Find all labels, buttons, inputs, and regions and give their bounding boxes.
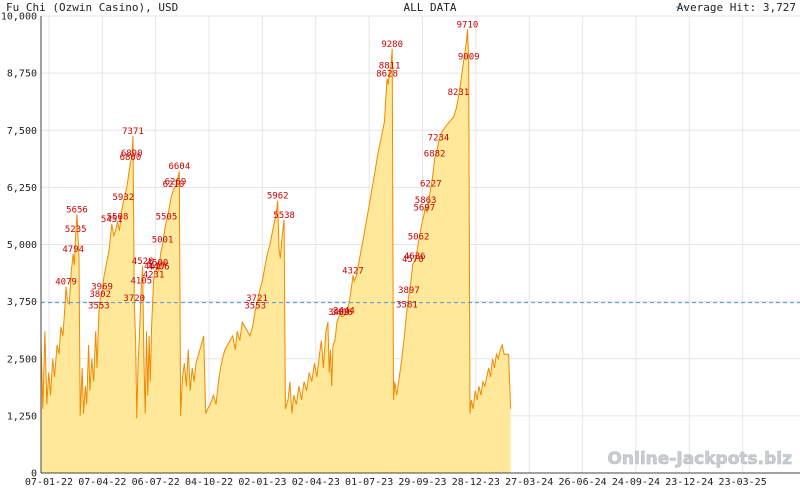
x-tick-label: 02-04-23 bbox=[292, 477, 340, 488]
jackpot-line bbox=[40, 29, 512, 419]
hit-annotation: 4406 bbox=[148, 263, 170, 273]
x-tick-label: 26-06-24 bbox=[558, 477, 606, 488]
hit-annotation: 5235 bbox=[65, 225, 87, 235]
hit-annotation: 5001 bbox=[152, 235, 174, 245]
x-tick-label: 06-07-22 bbox=[132, 477, 180, 488]
x-tick-labels: 07-01-22 07-04-22 06-07-22 04-10-22 02-01-23… bbox=[25, 477, 767, 488]
hit-annotation: 3409 bbox=[328, 308, 350, 318]
hit-annotation: 3720 bbox=[123, 294, 145, 304]
x-tick-label: 01-07-23 bbox=[345, 477, 393, 488]
hit-annotation: 6882 bbox=[424, 149, 446, 159]
hit-annotation: 4417 bbox=[144, 262, 166, 272]
hit-annotation: 4231 bbox=[143, 271, 165, 281]
hit-annotation: 5538 bbox=[273, 211, 295, 221]
x-tick-label: 24-09-24 bbox=[612, 477, 660, 488]
hit-annotation: 5656 bbox=[66, 206, 88, 216]
hit-annotation: 4794 bbox=[62, 245, 84, 255]
hit-annotation: 4636 bbox=[404, 252, 426, 262]
hit-annotation: 9009 bbox=[458, 52, 480, 62]
hit-annotation: 3444 bbox=[333, 307, 355, 317]
hit-annotation: 5697 bbox=[414, 204, 436, 214]
x-tick-label: 28-12-23 bbox=[452, 477, 500, 488]
hit-annotation: 3416 bbox=[331, 308, 353, 318]
jackpot-area bbox=[41, 29, 511, 474]
axes bbox=[40, 16, 800, 474]
y-tick-label: 1,250 bbox=[7, 411, 37, 422]
hit-annotation: 5062 bbox=[408, 233, 430, 243]
range-label: ALL DATA bbox=[404, 1, 457, 14]
hit-annotation: 3802 bbox=[89, 290, 111, 300]
hit-annotation: 4079 bbox=[55, 278, 77, 288]
hit-annotation: 5932 bbox=[112, 193, 134, 203]
hit-annotation: 9280 bbox=[381, 40, 403, 50]
chart-title: Fu Chi (Ozwin Casino), USD bbox=[6, 1, 178, 14]
hit-annotation: 4500 bbox=[147, 258, 169, 268]
x-tick-label: 23-12-24 bbox=[665, 477, 713, 488]
y-tick-label: 7,500 bbox=[7, 126, 37, 137]
x-tick-label: 02-01-23 bbox=[238, 477, 286, 488]
y-tick-label: 5,000 bbox=[7, 240, 37, 251]
hit-annotation: 4570 bbox=[402, 255, 424, 265]
hit-annotation: 3553 bbox=[88, 302, 110, 312]
hit-annotation: 3897 bbox=[398, 286, 420, 296]
y-tick-labels: 0 1,250 2,500 3,750 5,000 6,250 7,500 8,750 10,0… bbox=[1, 12, 37, 480]
average-hit-label: Average Hit: 3,727 bbox=[677, 1, 796, 14]
x-tick-label: 07-04-22 bbox=[78, 477, 126, 488]
hit-annotation: 5451 bbox=[101, 215, 123, 225]
hit-annotation: 5505 bbox=[156, 212, 178, 222]
y-tick-label: 6,250 bbox=[7, 183, 37, 194]
hit-annotation: 6210 bbox=[163, 180, 185, 190]
hit-annotation: 8811 bbox=[379, 61, 401, 71]
hit-annotation: 4105 bbox=[130, 276, 152, 286]
x-tick-label: 29-09-23 bbox=[398, 477, 446, 488]
y-tick-label: 8,750 bbox=[7, 69, 37, 80]
hit-annotation: 6890 bbox=[121, 149, 143, 159]
y-tick-label: 3,750 bbox=[7, 297, 37, 308]
hit-annotation: 3553 bbox=[244, 302, 266, 312]
hit-annotation: 4327 bbox=[342, 266, 364, 276]
x-tick-label: 27-03-24 bbox=[505, 477, 553, 488]
watermark: Online-Jackpots.biz bbox=[607, 449, 792, 469]
x-tick-label: 23-03-25 bbox=[719, 477, 767, 488]
x-tick-label: 04-10-22 bbox=[185, 477, 233, 488]
y-tick-label: 0 bbox=[31, 469, 37, 480]
y-tick-label: 2,500 bbox=[7, 354, 37, 365]
hit-annotation: 5962 bbox=[267, 192, 289, 202]
hit-annotation: 5863 bbox=[415, 196, 437, 206]
hit-annotation: 8628 bbox=[376, 70, 398, 80]
hit-annotation: 6227 bbox=[420, 179, 442, 189]
hit-annotation: 3581 bbox=[396, 300, 418, 310]
hit-annotation: 8231 bbox=[448, 88, 470, 98]
x-tick-label: 07-01-22 bbox=[25, 477, 73, 488]
hit-annotation: 4528 bbox=[132, 257, 154, 267]
hit-annotation: 9710 bbox=[457, 20, 479, 30]
hit-annotation: 6604 bbox=[168, 162, 190, 172]
hit-annotation: 6800 bbox=[120, 153, 142, 163]
hit-annotation: 3969 bbox=[91, 283, 113, 293]
hit-annotation: 7371 bbox=[122, 127, 144, 137]
hit-annotation: 5508 bbox=[107, 212, 129, 222]
hit-annotation: 7234 bbox=[428, 133, 450, 143]
hit-annotation: 6269 bbox=[165, 178, 187, 188]
hit-annotation: 3721 bbox=[246, 294, 268, 304]
y-tick-label: 10,000 bbox=[1, 12, 37, 23]
